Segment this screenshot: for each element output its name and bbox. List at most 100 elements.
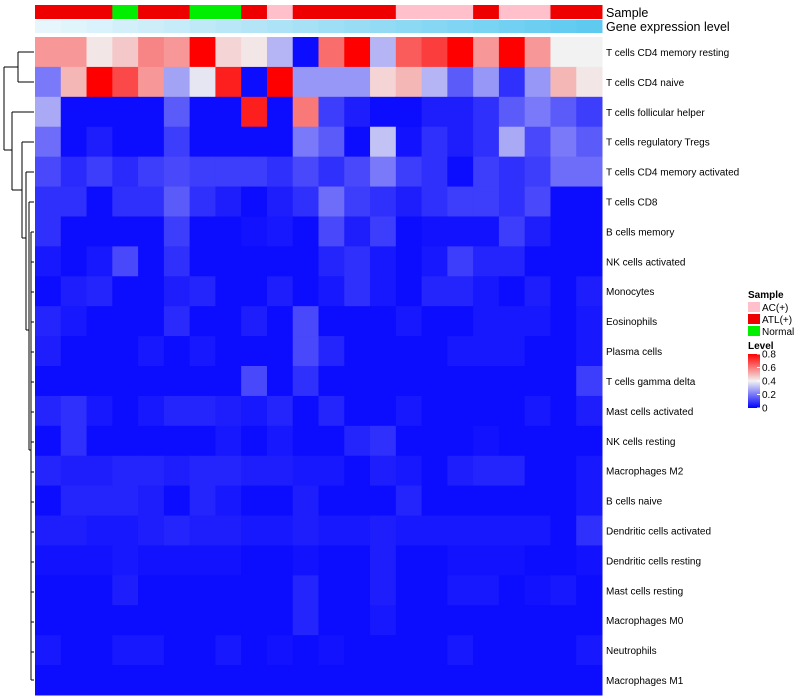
heatmap-cell bbox=[163, 425, 191, 457]
heatmap-cell bbox=[189, 455, 216, 487]
heatmap-cell bbox=[447, 605, 474, 636]
heatmap-cell bbox=[576, 605, 603, 636]
heatmap-cell bbox=[112, 455, 139, 487]
heatmap-cell bbox=[447, 37, 474, 68]
heatmap-cell bbox=[86, 156, 113, 188]
heatmap-cell bbox=[292, 575, 319, 606]
heatmap-cell bbox=[550, 395, 577, 427]
heatmap-cell bbox=[370, 276, 397, 307]
gene-expression-annotation-cell bbox=[473, 20, 500, 33]
row-label: Plasma cells bbox=[606, 347, 662, 358]
heatmap-cell bbox=[35, 635, 62, 666]
row-label: NK cells resting bbox=[606, 437, 675, 448]
heatmap-cell bbox=[550, 216, 577, 247]
heatmap-cell bbox=[395, 216, 423, 247]
heatmap-cell bbox=[395, 96, 423, 128]
heatmap-cell bbox=[576, 126, 603, 158]
heatmap-cell bbox=[370, 635, 397, 666]
heatmap-cell bbox=[60, 66, 88, 98]
heatmap-cell bbox=[163, 605, 191, 636]
heatmap-cell bbox=[344, 455, 371, 487]
heatmap-cell bbox=[163, 515, 191, 546]
heatmap-cell bbox=[447, 276, 474, 307]
heatmap-cell bbox=[163, 246, 191, 277]
heatmap-cell bbox=[421, 306, 448, 337]
legend-tick-label: 0 bbox=[762, 404, 768, 415]
heatmap-cell bbox=[60, 366, 88, 397]
heatmap-cell bbox=[138, 635, 165, 666]
gene-expression-annotation-cell bbox=[550, 20, 577, 33]
heatmap-cell bbox=[35, 336, 62, 367]
row-label: Macrophages M1 bbox=[606, 676, 684, 687]
heatmap-cell bbox=[215, 366, 242, 397]
heatmap-cell bbox=[163, 37, 191, 68]
heatmap-cell bbox=[447, 425, 474, 457]
heatmap-cell bbox=[447, 515, 474, 546]
heatmap-cell bbox=[473, 306, 500, 337]
heatmap-cell bbox=[447, 635, 474, 666]
heatmap-cell bbox=[241, 37, 268, 68]
heatmap-cell bbox=[447, 246, 474, 277]
heatmap-cell bbox=[60, 126, 88, 158]
heatmap-cell bbox=[189, 605, 216, 636]
row-label: B cells memory bbox=[606, 227, 674, 238]
row-label: Neutrophils bbox=[606, 646, 657, 657]
heatmap-cell bbox=[60, 156, 88, 188]
heatmap-cell bbox=[370, 246, 397, 277]
gene-expression-annotation-cell bbox=[344, 20, 371, 33]
heatmap-cell bbox=[292, 186, 319, 217]
heatmap-cell bbox=[266, 37, 294, 68]
sample-annotation-cell bbox=[189, 5, 216, 19]
heatmap-cell bbox=[266, 156, 294, 188]
heatmap-cell bbox=[318, 37, 345, 68]
heatmap-cell bbox=[421, 665, 448, 696]
heatmap-cell bbox=[86, 605, 113, 636]
heatmap-cell bbox=[163, 336, 191, 367]
heatmap-cell bbox=[189, 306, 216, 337]
heatmap-cell bbox=[292, 276, 319, 307]
heatmap-cell bbox=[344, 276, 371, 307]
heatmap-cell bbox=[266, 395, 294, 427]
heatmap-cell bbox=[318, 96, 345, 128]
heatmap-cell bbox=[550, 545, 577, 576]
heatmap-cell bbox=[421, 276, 448, 307]
heatmap-cell bbox=[421, 515, 448, 546]
heatmap-cell bbox=[163, 156, 191, 188]
heatmap-cell bbox=[138, 216, 165, 247]
heatmap-cell bbox=[138, 186, 165, 217]
heatmap-cell bbox=[576, 306, 603, 337]
heatmap-cell bbox=[318, 216, 345, 247]
heatmap-cell bbox=[35, 545, 62, 576]
sample-annotation-cell bbox=[86, 5, 113, 19]
heatmap-cell bbox=[60, 37, 88, 68]
heatmap-cell bbox=[344, 216, 371, 247]
row-label: T cells follicular helper bbox=[606, 108, 705, 119]
heatmap-cell bbox=[524, 216, 551, 247]
heatmap-cell bbox=[35, 425, 62, 457]
heatmap-cell bbox=[370, 37, 397, 68]
row-label: T cells CD4 memory activated bbox=[606, 168, 739, 179]
heatmap-cell bbox=[576, 216, 603, 247]
heatmap-cell bbox=[473, 485, 500, 517]
heatmap-cell bbox=[241, 665, 268, 696]
row-label: Mast cells activated bbox=[606, 407, 693, 418]
sample-annotation-track bbox=[35, 5, 603, 19]
heatmap-cell bbox=[395, 66, 423, 98]
heatmap-cell bbox=[292, 156, 319, 188]
heatmap-cell bbox=[318, 186, 345, 217]
heatmap-cell bbox=[60, 395, 88, 427]
heatmap-cell bbox=[576, 366, 603, 397]
heatmap-cell bbox=[189, 66, 216, 98]
heatmap-cell bbox=[215, 336, 242, 367]
heatmap-cell bbox=[241, 276, 268, 307]
heatmap-cell bbox=[215, 276, 242, 307]
heatmap-cell bbox=[138, 126, 165, 158]
heatmap-cell bbox=[576, 246, 603, 277]
dendrogram-branch-cd4 bbox=[17, 51, 34, 83]
heatmap-cell bbox=[189, 186, 216, 217]
heatmap-cell bbox=[241, 515, 268, 546]
heatmap-cell bbox=[473, 575, 500, 606]
heatmap-cell bbox=[318, 66, 345, 98]
sample-annotation-cell bbox=[524, 5, 551, 19]
row-label: T cells gamma delta bbox=[606, 377, 696, 388]
